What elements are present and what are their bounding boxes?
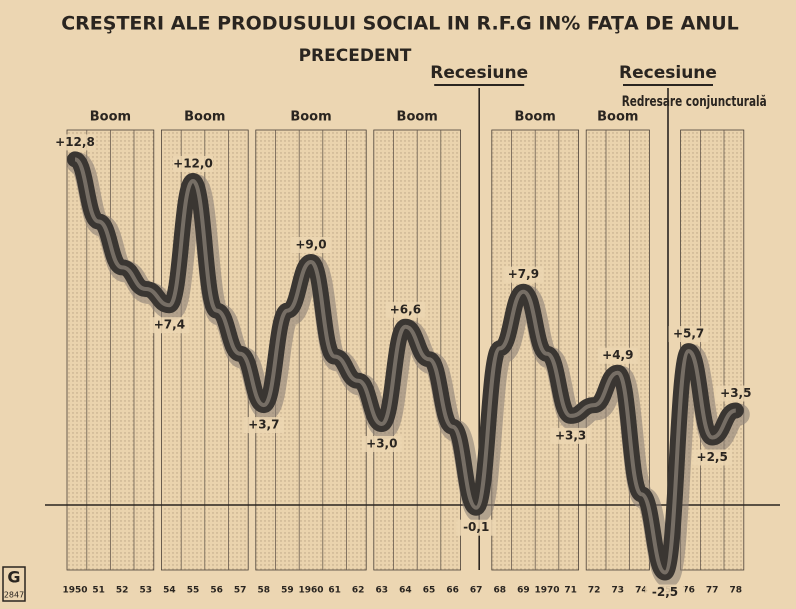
x-tick-label: 62 (352, 586, 365, 596)
x-tick-label: 72 (588, 586, 601, 596)
value-label: +7,9 (508, 267, 539, 281)
x-tick-label: 54 (163, 586, 176, 596)
band-label: Boom (184, 110, 225, 125)
badge-number: 2847 (4, 591, 24, 600)
band-label: Redresare conjuncturală (622, 94, 767, 110)
x-tick-label: 66 (446, 586, 459, 596)
badge: G 2847 (3, 567, 25, 601)
x-tick-label: 52 (116, 586, 129, 596)
value-label: +9,0 (295, 238, 326, 252)
value-label: +2,5 (697, 450, 728, 464)
x-tick-label: 1970 (534, 586, 559, 596)
value-label: +12,0 (173, 157, 213, 171)
chart-title: CREŞTERI ALE PRODUSULUI SOCIAL IN R.F.G … (61, 13, 739, 35)
x-tick-label: 69 (517, 586, 530, 596)
x-tick-label: 55 (187, 586, 200, 596)
x-tick-label: 59 (281, 586, 294, 596)
band-label: Boom (397, 110, 438, 125)
x-tick-label: 64 (399, 586, 412, 596)
value-label: +5,7 (673, 327, 704, 341)
x-tick-label: 71 (564, 586, 577, 596)
value-label: +6,6 (390, 302, 421, 316)
value-label: +3,7 (248, 418, 279, 432)
chart: CREŞTERI ALE PRODUSULUI SOCIAL IN R.F.G … (0, 0, 796, 605)
x-tick-label: 67 (470, 586, 483, 596)
band-label: Boom (290, 110, 331, 125)
value-label: +7,4 (154, 318, 185, 332)
x-tick-label: 1950 (62, 586, 87, 596)
x-tick-label: 63 (376, 586, 389, 596)
value-label: -0,1 (463, 520, 489, 534)
band-label: Boom (597, 110, 638, 125)
recession-label: Recesiune (430, 63, 528, 83)
value-label: +3,5 (720, 386, 751, 400)
chart-subtitle: PRECEDENT (299, 46, 412, 66)
value-label: -2,5 (652, 585, 678, 599)
band-label: Boom (515, 110, 556, 125)
x-tick-label: 51 (92, 586, 105, 596)
x-tick-label: 57 (234, 586, 247, 596)
band-label: Boom (90, 110, 131, 125)
x-tick-label: 1960 (298, 586, 323, 596)
value-label: +3,3 (555, 428, 586, 442)
x-tick-label: 58 (258, 586, 271, 596)
x-tick-label: 61 (328, 586, 341, 596)
x-tick-label: 77 (706, 586, 719, 596)
value-label: +12,8 (55, 135, 95, 149)
x-tick-label: 78 (730, 586, 743, 596)
x-tick-label: 53 (140, 586, 153, 596)
x-tick-label: 68 (494, 586, 507, 596)
badge-letter: G (7, 568, 20, 587)
value-label: +3,0 (366, 437, 397, 451)
x-tick-label: 56 (210, 586, 223, 596)
x-tick-label: 73 (612, 586, 625, 596)
page: {"chart_data": {"type": "line", "title":… (0, 0, 796, 605)
value-label: +4,9 (602, 348, 633, 362)
x-tick-label: 65 (423, 586, 436, 596)
recession-label: Recesiune (619, 63, 717, 83)
